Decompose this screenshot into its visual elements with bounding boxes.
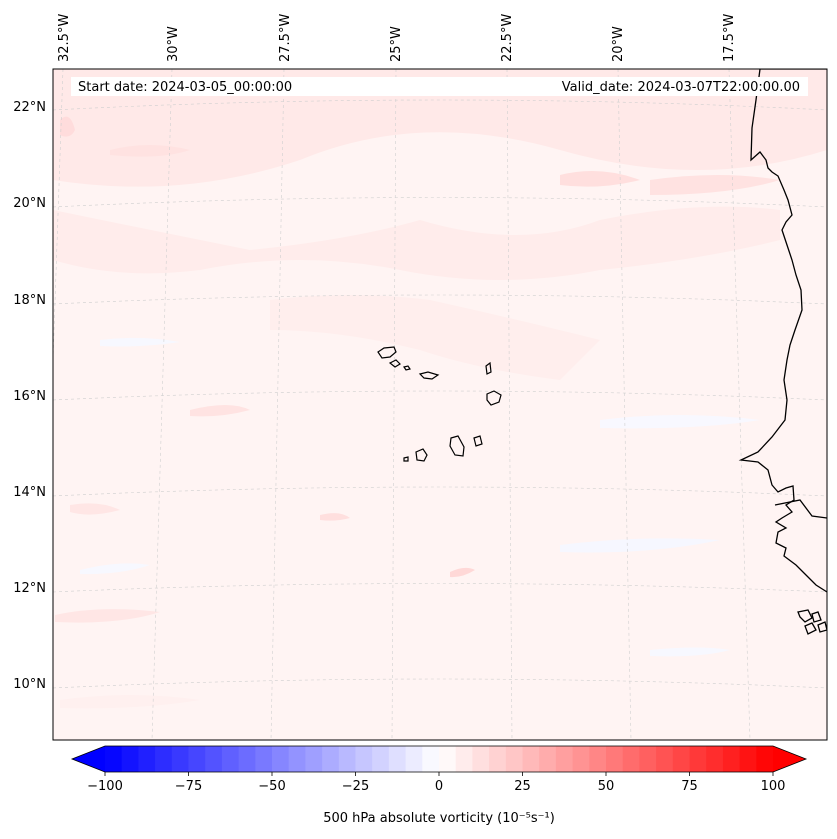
colorbar-segment bbox=[105, 746, 123, 772]
date-info-box: Start date: 2024-03-05_00:00:00 Valid_da… bbox=[71, 77, 808, 96]
colorbar-segment bbox=[372, 746, 390, 772]
lat-label-18n: 18°N bbox=[13, 293, 46, 308]
colorbar-segment bbox=[505, 746, 524, 772]
colorbar-segment bbox=[355, 746, 373, 772]
colorbar-segment bbox=[756, 746, 774, 772]
colorbar-segment bbox=[622, 746, 640, 772]
lon-label-17-5w: 17.5°W bbox=[722, 14, 737, 62]
colorbar-segment bbox=[589, 746, 607, 772]
colorbar-segment bbox=[656, 746, 674, 772]
colorbar-tick-label: −75 bbox=[175, 779, 202, 794]
colorbar-segment bbox=[205, 746, 223, 772]
lon-label-32-5w: 32.5°W bbox=[57, 14, 72, 62]
colorbar-tick-label: 100 bbox=[761, 779, 786, 794]
colorbar-segment bbox=[338, 746, 357, 772]
colorbar-segment bbox=[606, 746, 624, 772]
colorbar-segment bbox=[288, 746, 306, 772]
lat-label-16n: 16°N bbox=[13, 389, 46, 404]
colorbar-segment bbox=[739, 746, 757, 772]
colorbar-segment bbox=[121, 746, 139, 772]
lat-label-10n: 10°N bbox=[13, 677, 46, 692]
colorbar-segment bbox=[388, 746, 407, 772]
vorticity-patches bbox=[53, 69, 827, 709]
lon-label-25w: 25°W bbox=[389, 26, 404, 62]
colorbar-segment bbox=[489, 746, 507, 772]
colorbar-segment bbox=[138, 746, 156, 772]
colorbar-segment bbox=[439, 746, 457, 772]
colorbar-tick-label: 25 bbox=[514, 779, 531, 794]
colorbar-segment bbox=[722, 746, 741, 772]
colorbar-segment bbox=[689, 746, 707, 772]
colorbar-segment bbox=[238, 746, 256, 772]
map-gridlines bbox=[53, 69, 827, 740]
colorbar-segment bbox=[539, 746, 557, 772]
lon-label-22-5w: 22.5°W bbox=[500, 14, 515, 62]
colorbar-segment bbox=[572, 746, 590, 772]
colorbar-segment bbox=[455, 746, 473, 772]
colorbar-segment bbox=[305, 746, 323, 772]
colorbar-segment bbox=[221, 746, 240, 772]
colorbar-segment bbox=[555, 746, 574, 772]
start-date-label: Start date: 2024-03-05_00:00:00 bbox=[78, 80, 292, 95]
colorbar-extend-high bbox=[773, 746, 806, 772]
cape-verde-islands bbox=[377, 346, 502, 462]
colorbar-extend-low bbox=[72, 746, 105, 772]
african-coastline bbox=[738, 69, 827, 635]
map-border bbox=[52, 68, 828, 741]
colorbar-segment bbox=[171, 746, 190, 772]
lon-label-20w: 20°W bbox=[611, 26, 626, 62]
colorbar-segment bbox=[522, 746, 540, 772]
map-panel bbox=[53, 69, 827, 740]
colorbar-segment bbox=[472, 746, 490, 772]
colorbar-segments bbox=[105, 746, 774, 772]
lat-label-14n: 14°N bbox=[13, 485, 46, 500]
lon-label-30w: 30°W bbox=[166, 26, 181, 62]
lat-label-12n: 12°N bbox=[13, 581, 46, 596]
lon-label-27-5w: 27.5°W bbox=[278, 14, 293, 62]
colorbar-tick-label: 50 bbox=[598, 779, 615, 794]
colorbar-segment bbox=[422, 746, 440, 772]
lat-label-20n: 20°N bbox=[13, 196, 46, 211]
longitude-labels: 32.5°W 30°W 27.5°W 25°W 22.5°W 20°W 17.5… bbox=[57, 14, 737, 62]
colorbar-ticks: −100 −75 −50 −25 0 25 50 75 100 bbox=[87, 772, 785, 794]
colorbar-tick-label: −25 bbox=[342, 779, 369, 794]
colorbar-segment bbox=[272, 746, 290, 772]
colorbar-segment bbox=[405, 746, 423, 772]
colorbar-segment bbox=[639, 746, 657, 772]
colorbar-segment bbox=[672, 746, 691, 772]
lat-label-22n: 22°N bbox=[13, 100, 46, 115]
colorbar-tick-label: −50 bbox=[258, 779, 285, 794]
latitude-labels: 22°N 20°N 18°N 16°N 14°N 12°N 10°N bbox=[13, 100, 46, 692]
colorbar-label: 500 hPa absolute vorticity (10⁻⁵s⁻¹) bbox=[323, 811, 555, 826]
colorbar-segment bbox=[322, 746, 340, 772]
colorbar-segment bbox=[255, 746, 273, 772]
colorbar: −100 −75 −50 −25 0 25 50 75 100 500 hPa absolute… bbox=[70, 745, 808, 826]
colorbar-tick-label: −100 bbox=[87, 779, 123, 794]
colorbar-segment bbox=[706, 746, 724, 772]
colorbar-segment bbox=[155, 746, 173, 772]
colorbar-segment bbox=[188, 746, 206, 772]
colorbar-tick-label: 75 bbox=[681, 779, 698, 794]
colorbar-tick-label: 0 bbox=[435, 779, 443, 794]
valid-date-label: Valid_date: 2024-03-07T22:00:00.00 bbox=[562, 80, 800, 95]
